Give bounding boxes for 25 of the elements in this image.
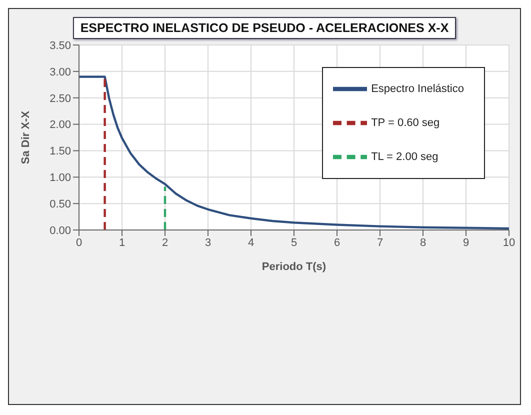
legend-label: TL = 2.00 seg [371, 150, 438, 163]
y-tick-label: 1.00 [50, 172, 71, 184]
y-axis-title: Sa Dir X-X [20, 110, 32, 164]
chart-title: ESPECTRO INELASTICO DE PSEUDO - ACELERACIONES X-X [73, 17, 456, 39]
x-tick-label: 4 [248, 236, 254, 249]
y-tick-label: 1.50 [50, 146, 71, 158]
legend-label: Espectro Inelástico [371, 82, 464, 95]
x-axis-title: Periodo T(s) [262, 261, 326, 273]
x-tick-label: 3 [204, 236, 212, 249]
y-tick-label: 2.00 [50, 119, 71, 132]
x-tick-label: 6 [334, 236, 340, 249]
y-tick-label: 0.50 [50, 198, 71, 210]
y-tick-label: 3.00 [50, 66, 71, 78]
x-tick-label: 5 [290, 236, 298, 249]
y-tick-label: 3.50 [50, 40, 71, 52]
x-tick-label: 0 [76, 236, 82, 249]
x-tick-label: 1 [118, 236, 126, 249]
y-tick-label: 0.00 [50, 224, 71, 237]
x-tick-label: 9 [462, 236, 470, 249]
x-tick-label: 2 [162, 236, 168, 249]
x-tick-label: 8 [420, 236, 426, 249]
x-tick-label: 10 [502, 236, 516, 249]
x-tick-label: 7 [376, 236, 384, 249]
legend-label: TP = 0.60 seg [371, 116, 440, 129]
y-tick-label: 2.50 [50, 92, 71, 105]
